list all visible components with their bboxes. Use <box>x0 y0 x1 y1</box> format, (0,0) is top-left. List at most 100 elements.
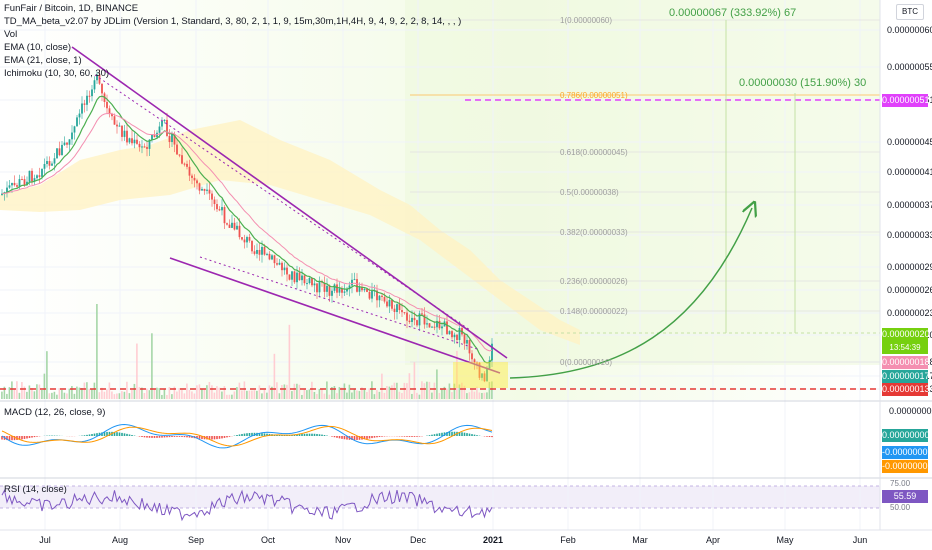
candle-body <box>468 340 471 354</box>
candle-body <box>406 312 408 321</box>
time-axis[interactable]: Jul Aug Sep Oct Nov Dec 2021 Feb Mar Apr May Jun <box>39 535 867 545</box>
price-axis-label: 0.00000033 <box>887 230 932 240</box>
macd-bar <box>223 436 226 438</box>
volume-bar <box>371 381 373 399</box>
current-price-tag: 0.00000020 <box>882 328 930 341</box>
volume-bar <box>81 388 83 399</box>
macd-bar <box>453 431 456 436</box>
candle-body <box>391 299 393 309</box>
volume-bar <box>273 353 276 399</box>
time-axis-label: Feb <box>560 535 576 545</box>
volume-bar <box>51 392 53 399</box>
volume-bar <box>236 387 238 399</box>
candle-body <box>151 134 153 140</box>
macd-bar <box>246 433 248 436</box>
volume-bar <box>103 391 106 399</box>
volume-bar <box>436 369 438 399</box>
macd-bar <box>451 431 453 436</box>
volume-bar <box>381 373 383 399</box>
legend-rsi[interactable]: RSI (14, close) <box>4 484 67 495</box>
volume-bar <box>61 390 63 399</box>
candle-body <box>401 310 403 313</box>
macd-bar <box>266 433 268 436</box>
volume-bar <box>183 393 186 399</box>
volume-bar <box>116 393 118 399</box>
volume-bar <box>83 382 86 399</box>
volume-bar <box>206 385 208 399</box>
volume-bar <box>296 383 298 399</box>
macd-bar <box>333 436 336 438</box>
volume-bar <box>88 388 91 399</box>
candle-body <box>61 144 63 156</box>
macd-bar <box>323 435 326 436</box>
legend-td-ma[interactable]: TD_MA_beta_v2.07 by JDLim (Version 1, St… <box>4 16 462 27</box>
volume-bar <box>408 373 411 399</box>
volume-bar <box>306 390 308 399</box>
candle-body <box>481 373 483 378</box>
time-axis-label: May <box>776 535 794 545</box>
macd-bar <box>186 436 188 438</box>
candle-body <box>306 283 308 285</box>
legend-ema-10[interactable]: EMA (10, close) <box>4 42 72 53</box>
legend-vol[interactable]: Vol <box>4 29 18 40</box>
macd-bar <box>211 436 213 440</box>
chart-title[interactable]: FunFair / Bitcoin, 1D, BINANCE <box>4 3 139 14</box>
currency-badge[interactable]: BTC <box>896 4 924 20</box>
macd-bar <box>11 436 13 441</box>
candle-body <box>253 251 256 254</box>
volume-bar <box>433 382 436 399</box>
macd-bar <box>83 435 86 436</box>
candle-body <box>133 139 136 144</box>
candle-body <box>388 299 391 307</box>
macd-line <box>1 423 493 449</box>
candle-body <box>38 175 41 177</box>
candle-body <box>76 117 78 127</box>
macd-bar <box>21 436 23 440</box>
fib-label: 0.382(0.00000033) <box>560 228 628 237</box>
candle-body <box>86 95 88 105</box>
time-axis-label: Aug <box>112 535 128 545</box>
volume-bar <box>163 388 166 399</box>
volume-bar <box>393 382 396 399</box>
candle-body <box>36 175 38 179</box>
candle-body <box>146 147 148 149</box>
volume-bar <box>71 386 73 399</box>
macd-bar <box>486 436 488 437</box>
legend-ema-21[interactable]: EMA (21, close, 1) <box>4 55 82 66</box>
candle-body <box>338 288 341 293</box>
volume-bar <box>413 362 416 399</box>
volume-bar <box>373 394 376 399</box>
volume-bar <box>363 389 366 399</box>
volume-bar <box>323 393 326 399</box>
volume-bar <box>3 386 6 399</box>
candle-body <box>68 139 71 145</box>
candle-body <box>326 285 328 292</box>
volume-bar <box>383 392 386 399</box>
macd-bar <box>346 436 348 440</box>
rsi-axis-upper: 75.00 <box>890 479 911 488</box>
volume-bar <box>333 386 336 399</box>
volume-bar <box>461 382 463 399</box>
macd-bar <box>243 433 246 436</box>
volume-bar <box>148 390 151 399</box>
volume-bar <box>416 392 418 399</box>
macd-histogram <box>1 431 493 441</box>
volume-bar <box>208 381 211 399</box>
volume-bar <box>126 381 128 399</box>
candle-body <box>48 161 51 166</box>
candle-body <box>73 126 76 133</box>
volume-bar <box>226 394 228 399</box>
volume-bar <box>376 390 378 399</box>
macd-bar <box>308 433 311 436</box>
candle-body <box>473 359 476 363</box>
legend-ichimoku[interactable]: Ichimoku (10, 30, 60, 30) <box>4 68 110 79</box>
target-price-tag: 0.00000051 <box>882 94 930 107</box>
volume-bar <box>243 381 246 399</box>
candle-body <box>433 326 436 328</box>
candle-body <box>466 340 468 344</box>
candle-body <box>263 246 266 255</box>
ema-price-tag: 0.00000018 <box>882 356 930 369</box>
legend-macd[interactable]: MACD (12, 26, close, 9) <box>4 407 106 418</box>
macd-bar <box>416 436 418 437</box>
